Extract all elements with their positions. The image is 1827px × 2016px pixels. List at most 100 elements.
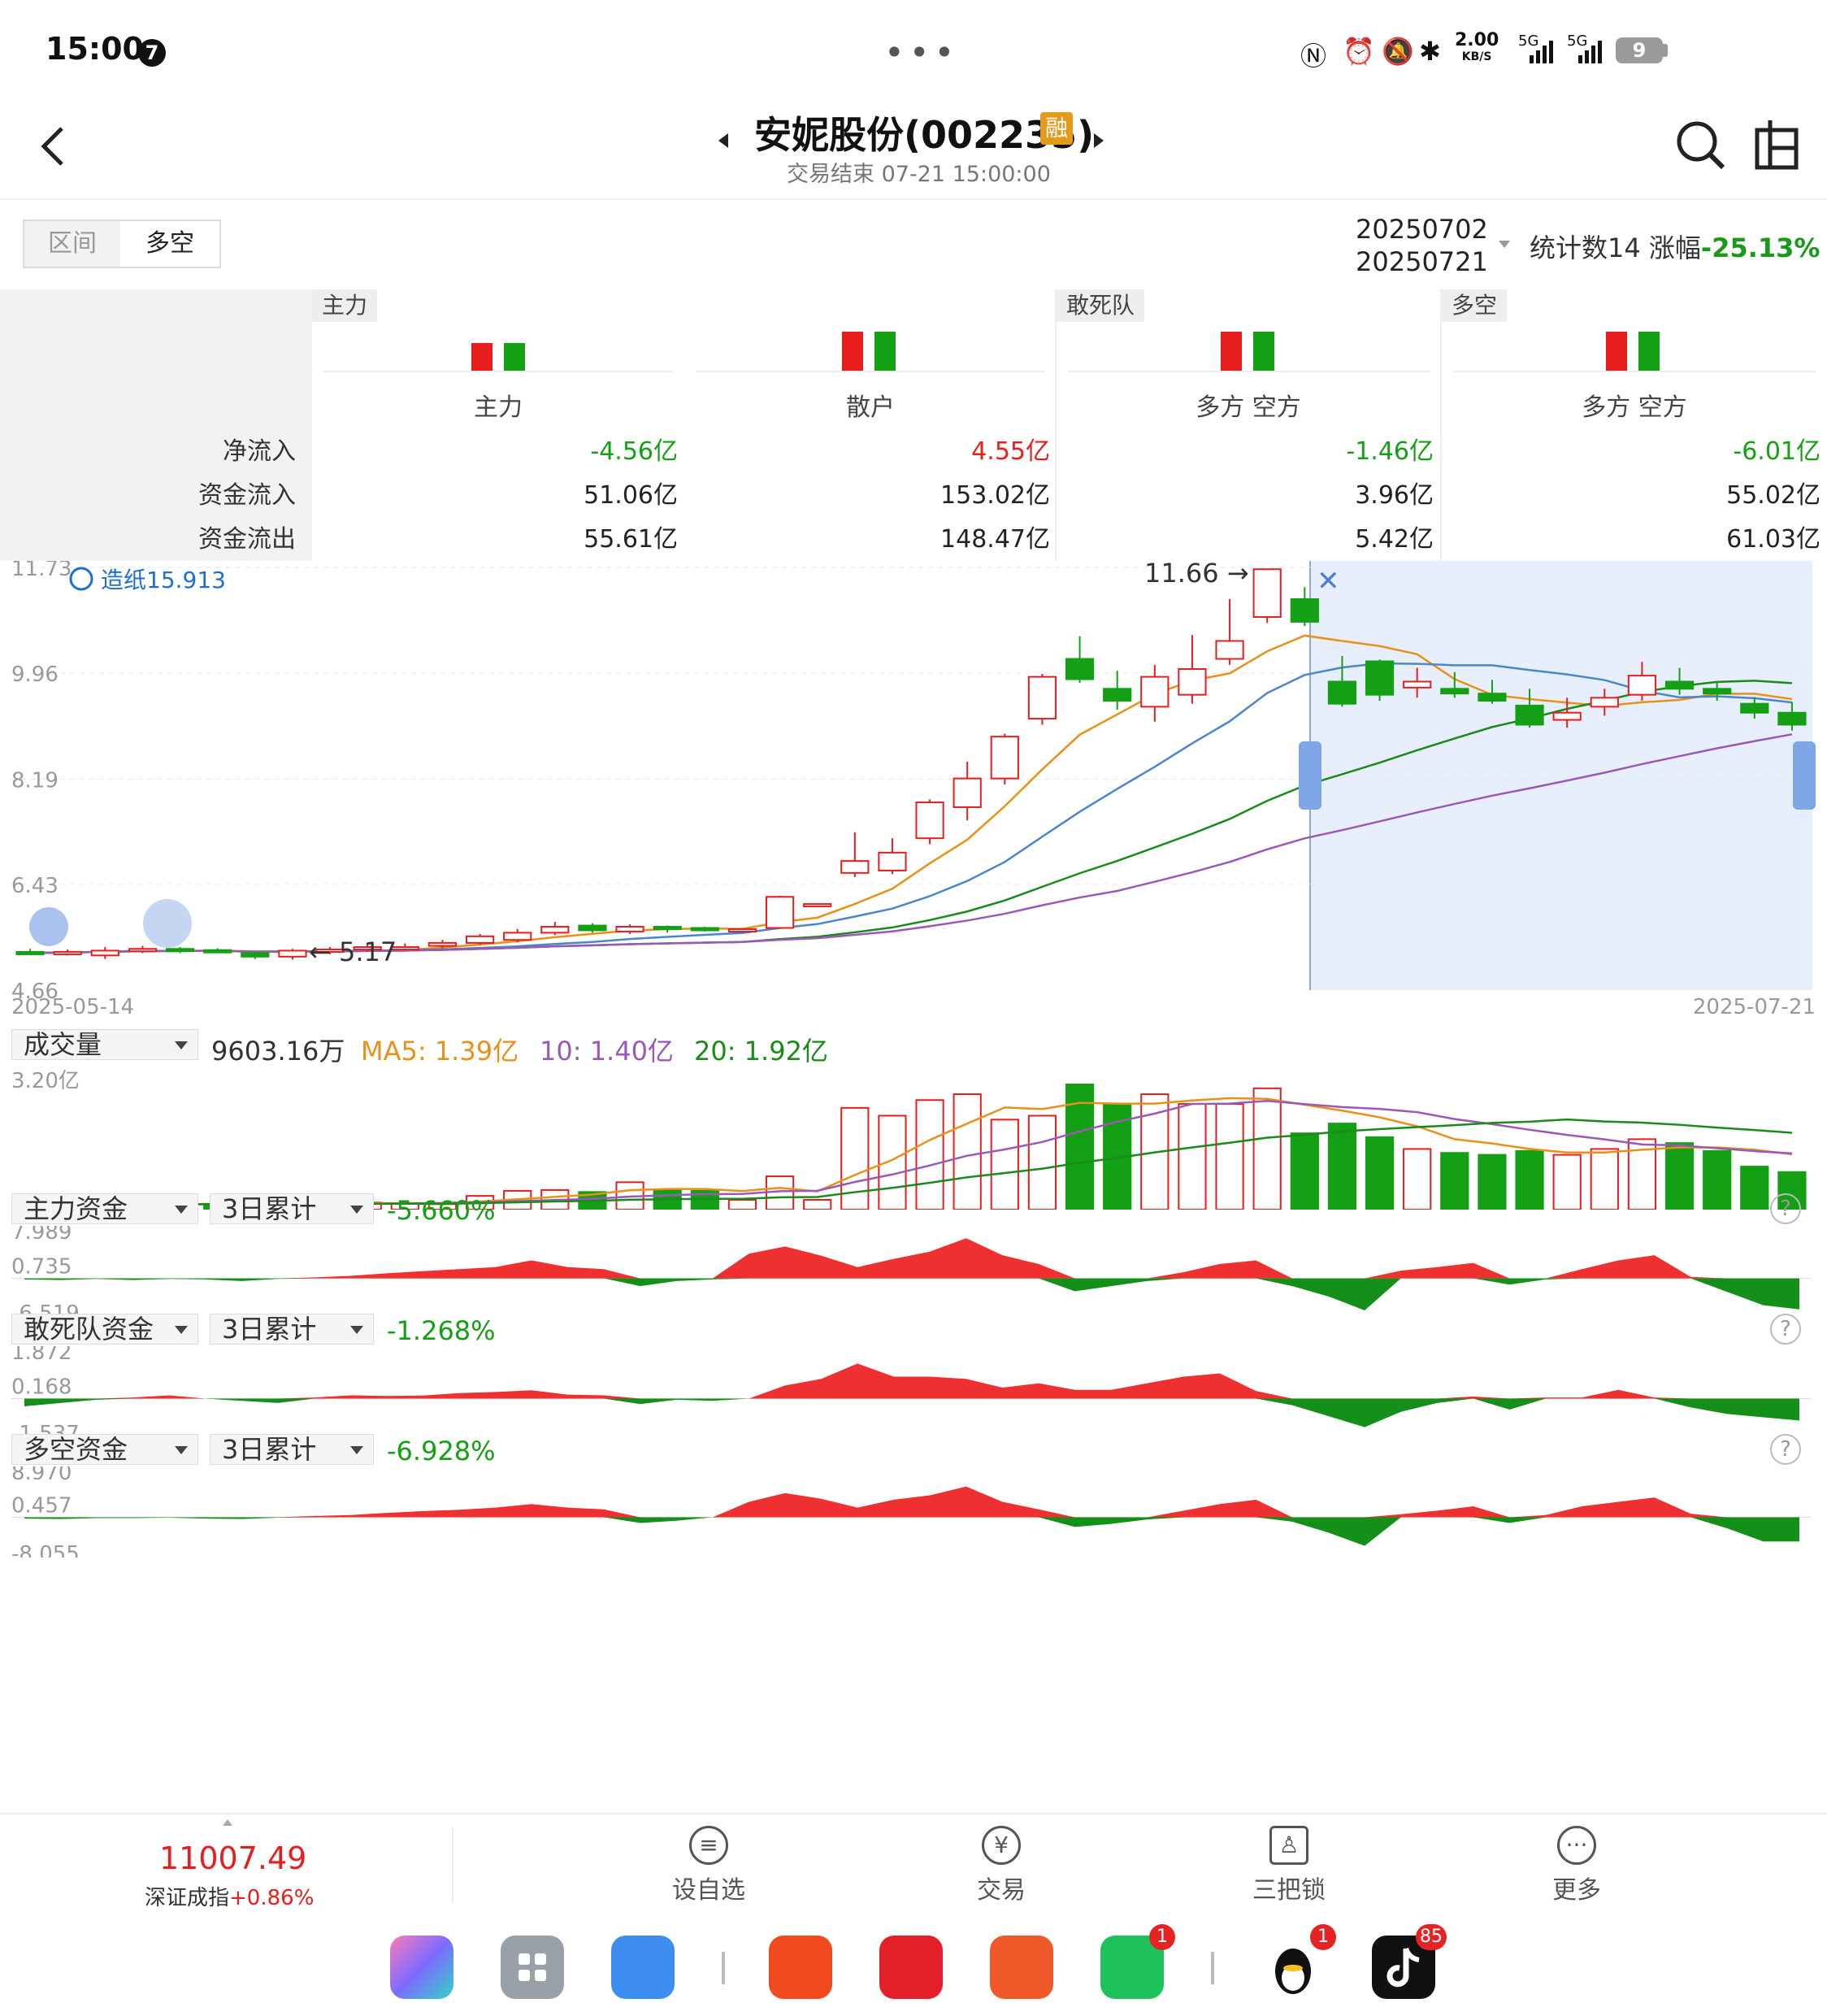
column-duokong: 多方 空方 -6.01亿 55.02亿 61.03亿	[1442, 289, 1827, 561]
inflow-value: 55.02亿	[1726, 481, 1820, 510]
candle-body	[1440, 688, 1469, 695]
volume-bar	[1365, 1136, 1395, 1210]
period-selector[interactable]: 3日累计	[210, 1193, 374, 1224]
app-files-icon[interactable]	[611, 1936, 675, 1999]
group-tag: 多空	[1442, 289, 1508, 322]
volume-selector[interactable]: 成交量	[11, 1029, 198, 1060]
selection-handle-left[interactable]	[1299, 741, 1321, 810]
help-icon[interactable]: ?	[1770, 1434, 1801, 1465]
indicator-chart[interactable]: 7.989 0.735 -6.519	[0, 1226, 1827, 1317]
volume-bar	[803, 1198, 832, 1210]
candle-body	[241, 952, 270, 958]
net-value: -6.01亿	[1733, 437, 1820, 466]
back-button[interactable]	[33, 122, 81, 171]
close-selection-icon[interactable]: ✕	[1317, 565, 1340, 597]
candle	[465, 933, 495, 945]
index-value[interactable]: 11007.49	[159, 1840, 307, 1876]
candle-body	[315, 948, 345, 953]
indicator-selector[interactable]: 敢死队资金	[11, 1314, 198, 1345]
more-icon: ···	[1557, 1826, 1596, 1865]
indicator-tick: -6.519	[11, 1301, 80, 1317]
candle	[53, 949, 82, 956]
candle-body	[1252, 568, 1282, 619]
negative-area	[24, 1278, 1799, 1310]
candle-body	[578, 924, 607, 932]
next-stock-button[interactable]	[1094, 133, 1104, 148]
net-value: -4.56亿	[590, 437, 678, 466]
candle-body	[1403, 680, 1432, 689]
app-gallery-icon[interactable]	[390, 1936, 453, 1999]
candle-body	[1478, 693, 1507, 702]
divider	[696, 371, 1045, 372]
selection-handle-right[interactable]	[1793, 741, 1816, 810]
candle-body	[1515, 704, 1544, 726]
expand-icon[interactable]	[223, 1819, 232, 1826]
help-icon[interactable]: ?	[1770, 1314, 1801, 1345]
status-bar: 15:00 7 ••• Ⓝ ⏰ 🔕 ✱ 2.00 KB/S 5G 5G 9	[0, 0, 1827, 98]
candle	[765, 895, 795, 929]
bluetooth-icon: ✱	[1419, 36, 1441, 67]
candle-body	[1365, 660, 1395, 696]
nav-three-locks[interactable]: ♙ 三把锁	[1232, 1826, 1346, 1910]
candle	[1140, 664, 1170, 722]
volume-bar	[953, 1093, 982, 1210]
nav-add-watchlist[interactable]: ≡ 设自选	[652, 1826, 766, 1910]
app-folder-icon[interactable]	[501, 1936, 564, 1999]
column-sanhu: 散户 4.55亿 153.02亿 148.47亿	[684, 289, 1057, 561]
tiktok-badge: 85	[1416, 1924, 1447, 1950]
candle	[503, 928, 532, 943]
app-broker-2-icon[interactable]	[879, 1936, 943, 1999]
app-tiktok-icon[interactable]: 85	[1372, 1924, 1447, 1999]
volume-chart[interactable]: 3.20亿	[0, 1067, 1827, 1210]
chart-area[interactable]: 11.73 9.96 8.19 6.43 4.66 2025-05-14 2025-07…	[0, 561, 1827, 1813]
scroll-icon[interactable]	[143, 899, 192, 948]
prev-stock-button[interactable]	[718, 133, 728, 148]
status-time: 15:00	[46, 31, 144, 67]
candle	[1290, 587, 1319, 627]
help-icon[interactable]: ?	[1770, 1193, 1801, 1224]
candle-body	[915, 802, 944, 840]
volume-bar	[1252, 1087, 1282, 1210]
app-qq-icon[interactable]: 1	[1261, 1924, 1336, 1999]
app-header: 安妮股份(002235) 融 交易结束 07-21 15:00:00	[0, 98, 1827, 200]
net-speed: 2.00 KB/S	[1455, 30, 1499, 64]
volume-bar	[1178, 1103, 1207, 1210]
signal-icon-2	[1578, 41, 1602, 63]
inflow-bar	[842, 332, 863, 371]
nav-more[interactable]: ··· 更多	[1520, 1826, 1634, 1910]
app-broker-3-icon[interactable]	[990, 1936, 1053, 1999]
app-dock: 1 1 85	[0, 1914, 1827, 2016]
group-gansidui: 敢死队 多方 空方 -1.46亿 3.96亿 5.42亿	[1057, 289, 1440, 561]
fund-flow-table: 净流入 资金流入 资金流出 主力 主力 -4.56亿 51.06亿 55.61亿…	[0, 289, 1827, 561]
candle-body	[990, 736, 1019, 780]
indicator-selector[interactable]: 主力资金	[11, 1193, 198, 1224]
layout-icon[interactable]	[1752, 119, 1801, 172]
period-selector[interactable]: 3日累计	[210, 1434, 374, 1465]
candle	[15, 949, 45, 955]
candle	[1252, 568, 1282, 623]
candle-body	[1664, 680, 1695, 690]
selection-region[interactable]	[1310, 561, 1812, 990]
app-wechat-icon[interactable]: 1	[1100, 1924, 1175, 1999]
kline-chart[interactable]: 11.73 9.96 8.19 6.43 4.66 2025-05-14 2025-07…	[0, 561, 1827, 1016]
indicator-chart[interactable]: 1.872 0.168 -1.537	[0, 1346, 1827, 1437]
tab-duokong[interactable]: 多空	[120, 221, 219, 267]
scroll-left-icon[interactable]	[29, 907, 68, 946]
nav-trade[interactable]: ¥ 交易	[944, 1826, 1058, 1910]
index-name[interactable]: 深证成指+0.86%	[145, 1886, 315, 1910]
date-range-selector[interactable]: 20250702 20250721	[1356, 214, 1488, 277]
search-icon[interactable]	[1674, 119, 1728, 172]
indicator-pane: 主力资金 3日累计 -5.660%? 7.989 0.735 -6.519	[0, 1193, 1827, 1317]
chevron-down-icon[interactable]	[1499, 241, 1510, 248]
candle	[878, 838, 907, 875]
app-broker-1-icon[interactable]	[769, 1936, 832, 1999]
candle-body	[1552, 711, 1582, 721]
period-selector[interactable]: 3日累计	[210, 1314, 374, 1345]
indicator-selector[interactable]: 多空资金	[11, 1434, 198, 1465]
indicator-pane: 敢死队资金 3日累计 -1.268%? 1.872 0.168 -1.537	[0, 1314, 1827, 1437]
candle-body	[878, 851, 907, 871]
indicator-chart[interactable]: 8.970 0.457 -8.055	[0, 1466, 1827, 1558]
candle	[1065, 636, 1095, 683]
tab-interval[interactable]: 区间	[48, 229, 97, 258]
close-sector-icon[interactable]	[69, 567, 93, 591]
